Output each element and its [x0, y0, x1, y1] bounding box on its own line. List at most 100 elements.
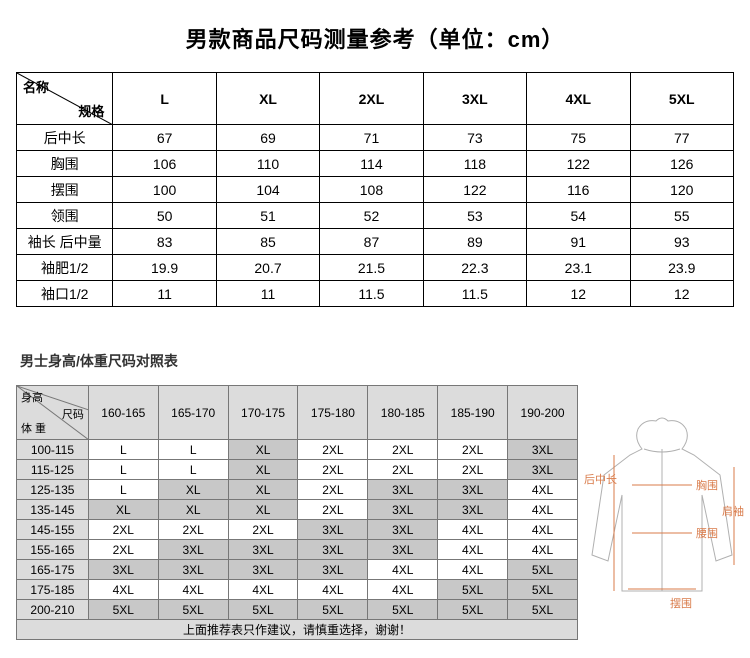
fit-cell: 5XL — [368, 600, 438, 620]
svg-text:胸围: 胸围 — [696, 478, 718, 492]
row-label: 后中长 — [17, 125, 113, 151]
fit-col: 170-175 — [228, 386, 298, 440]
fit-cell: 4XL — [508, 480, 578, 500]
fit-col: 190-200 — [508, 386, 578, 440]
fit-cell: 2XL — [368, 440, 438, 460]
fit-cell: XL — [158, 480, 228, 500]
cell: 51 — [216, 203, 319, 229]
fit-cell: 3XL — [508, 440, 578, 460]
fit-cell: 4XL — [228, 580, 298, 600]
sub-title: 男士身高/体重尺码对照表 — [20, 351, 750, 371]
cell: 100 — [113, 177, 216, 203]
fit-cell: 3XL — [158, 540, 228, 560]
svg-text:肩袖: 肩袖 — [722, 504, 744, 518]
cell: 11 — [216, 281, 319, 307]
cell: 77 — [630, 125, 734, 151]
cell: 110 — [216, 151, 319, 177]
fit-cell: 2XL — [88, 520, 158, 540]
fit-cell: 2XL — [88, 540, 158, 560]
fit-cell: 3XL — [368, 520, 438, 540]
cell: 104 — [216, 177, 319, 203]
cell: 52 — [320, 203, 423, 229]
fit-cell: 4XL — [438, 520, 508, 540]
fit-cell: 5XL — [508, 560, 578, 580]
corner-bot: 规格 — [78, 101, 104, 120]
cell: 83 — [113, 229, 216, 255]
fit-corner: 身高 尺码 体 重 — [17, 386, 89, 440]
cell: 122 — [423, 177, 526, 203]
fit-row-label: 165-175 — [17, 560, 89, 580]
cell: 20.7 — [216, 255, 319, 281]
fit-cell: XL — [228, 500, 298, 520]
fit-cell: 2XL — [158, 520, 228, 540]
col-h: XL — [216, 73, 319, 125]
fit-cell: L — [88, 460, 158, 480]
fit-cell: 3XL — [228, 540, 298, 560]
fit-cell: 3XL — [298, 560, 368, 580]
col-h: 5XL — [630, 73, 734, 125]
fit-cell: XL — [228, 440, 298, 460]
cell: 21.5 — [320, 255, 423, 281]
fit-row-label: 200-210 — [17, 600, 89, 620]
fit-cell: 2XL — [298, 460, 368, 480]
fit-cell: 3XL — [228, 560, 298, 580]
cell: 87 — [320, 229, 423, 255]
cell: 69 — [216, 125, 319, 151]
fit-col: 160-165 — [88, 386, 158, 440]
fit-cell: 3XL — [88, 560, 158, 580]
fit-cell: 4XL — [298, 580, 368, 600]
row-label: 胸围 — [17, 151, 113, 177]
fit-col: 165-170 — [158, 386, 228, 440]
fit-c-c: 体 重 — [21, 420, 46, 436]
fit-cell: 4XL — [508, 540, 578, 560]
fit-cell: L — [88, 480, 158, 500]
fit-cell: 3XL — [368, 500, 438, 520]
fit-cell: 2XL — [438, 460, 508, 480]
row-label: 袖肥1/2 — [17, 255, 113, 281]
cell: 93 — [630, 229, 734, 255]
fit-table: 身高 尺码 体 重 160-165 165-170 170-175 175-18… — [16, 385, 578, 640]
cell: 75 — [527, 125, 630, 151]
cell: 67 — [113, 125, 216, 151]
fit-col: 175-180 — [298, 386, 368, 440]
cell: 126 — [630, 151, 734, 177]
fit-col: 185-190 — [438, 386, 508, 440]
col-h: L — [113, 73, 216, 125]
fit-cell: 3XL — [368, 540, 438, 560]
cell: 11 — [113, 281, 216, 307]
fit-cell: L — [158, 440, 228, 460]
fit-cell: 3XL — [368, 480, 438, 500]
cell: 122 — [527, 151, 630, 177]
fit-cell: 5XL — [158, 600, 228, 620]
fit-cell: 4XL — [508, 520, 578, 540]
fit-cell: 4XL — [158, 580, 228, 600]
jacket-diagram: 后中长胸围腰围摆围肩袖 — [584, 415, 744, 625]
col-h: 4XL — [527, 73, 630, 125]
col-h: 3XL — [423, 73, 526, 125]
size-table: 名称 规格 L XL 2XL 3XL 4XL 5XL 后中长6769717375… — [16, 72, 734, 307]
svg-text:摆围: 摆围 — [670, 596, 692, 610]
row-label: 袖口1/2 — [17, 281, 113, 307]
page-title: 男款商品尺码测量参考（单位：cm） — [0, 0, 750, 72]
fit-cell: 3XL — [298, 540, 368, 560]
fit-cell: 5XL — [438, 580, 508, 600]
fit-c-b: 尺码 — [62, 406, 84, 422]
fit-cell: XL — [158, 500, 228, 520]
cell: 54 — [527, 203, 630, 229]
cell: 11.5 — [423, 281, 526, 307]
fit-cell: 4XL — [438, 560, 508, 580]
fit-row-label: 115-125 — [17, 460, 89, 480]
col-h: 2XL — [320, 73, 423, 125]
fit-cell: 2XL — [438, 440, 508, 460]
svg-text:后中长: 后中长 — [584, 473, 617, 486]
cell: 89 — [423, 229, 526, 255]
cell: 53 — [423, 203, 526, 229]
cell: 11.5 — [320, 281, 423, 307]
fit-cell: 2XL — [298, 500, 368, 520]
size-table-corner: 名称 规格 — [17, 73, 113, 125]
fit-cell: XL — [88, 500, 158, 520]
fit-cell: 2XL — [368, 460, 438, 480]
fit-cell: 3XL — [438, 500, 508, 520]
fit-cell: 2XL — [228, 520, 298, 540]
cell: 23.9 — [630, 255, 734, 281]
